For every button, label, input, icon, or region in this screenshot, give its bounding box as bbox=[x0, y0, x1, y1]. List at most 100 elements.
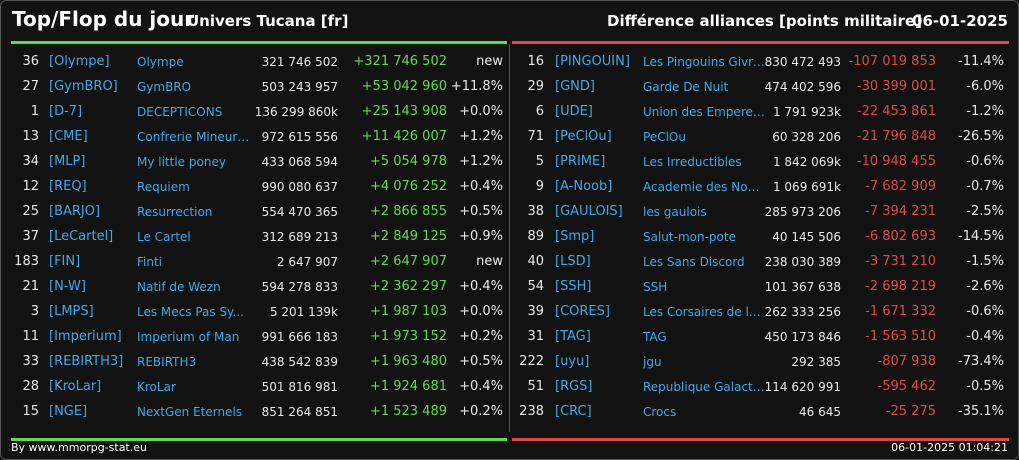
alliance-rank: 54 bbox=[527, 279, 544, 294]
ranking-type-title: Différence alliances [points militaire] bbox=[607, 12, 922, 30]
alliance-tag-link[interactable]: [Smp] bbox=[555, 229, 595, 244]
top-row: 13 [CME] Confrerie Mineurs ... 972 615 556 +… bbox=[11, 125, 507, 150]
alliance-name-link[interactable]: Requiem bbox=[137, 180, 190, 194]
alliance-points: 1 842 069k bbox=[772, 155, 841, 169]
alliance-name-link[interactable]: SSH bbox=[643, 280, 668, 294]
alliance-points: 2 647 907 bbox=[276, 255, 338, 269]
alliance-tag-link[interactable]: [KroLar] bbox=[49, 379, 102, 394]
alliance-points: 503 243 957 bbox=[261, 80, 338, 94]
alliance-name-link[interactable]: GymBRO bbox=[137, 80, 192, 94]
percent-change: -6.0% bbox=[966, 79, 1004, 94]
alliance-tag-link[interactable]: [D-7] bbox=[49, 104, 83, 119]
alliance-tag-link[interactable]: [PRIME] bbox=[555, 154, 606, 169]
alliance-name-link[interactable]: Les Mecs Pas Sy... bbox=[137, 305, 244, 319]
alliance-name-link[interactable]: Republique Galacti... bbox=[643, 380, 765, 394]
alliance-name-link[interactable]: Olympe bbox=[137, 55, 184, 69]
alliance-name-link[interactable]: jgu bbox=[643, 355, 662, 369]
flop-row: 40 [LSD] Les Sans Discord 238 030 389 -3 731… bbox=[512, 250, 1009, 275]
alliance-name-link[interactable]: Imperium of Man bbox=[137, 330, 240, 344]
alliance-name-link[interactable]: Les Pingouins Givre... bbox=[643, 55, 765, 69]
alliance-tag-link[interactable]: [GAULOIS] bbox=[555, 204, 623, 219]
top-row: 36 [Olympe] Olympe 321 746 502 +321 746 502 n… bbox=[11, 50, 507, 75]
percent-change: +0.4% bbox=[459, 379, 503, 394]
alliance-tag-link[interactable]: [TAG] bbox=[555, 329, 591, 344]
alliance-tag-link[interactable]: [LSD] bbox=[555, 254, 591, 269]
alliance-name-link[interactable]: Crocs bbox=[643, 405, 677, 419]
alliance-points: 438 542 839 bbox=[261, 355, 338, 369]
points-difference: -1 563 510 bbox=[865, 329, 936, 344]
alliance-name-link[interactable]: Union des Empereur... bbox=[643, 105, 765, 119]
alliance-tag-link[interactable]: [REQ] bbox=[49, 179, 87, 194]
alliance-name-link[interactable]: TAG bbox=[643, 330, 667, 344]
alliance-tag-link[interactable]: [LeCartel] bbox=[49, 229, 114, 244]
points-difference: -1 671 332 bbox=[865, 304, 936, 319]
alliance-tag-link[interactable]: [PINGOUIN] bbox=[555, 54, 630, 69]
alliance-rank: 27 bbox=[22, 79, 39, 94]
alliance-tag-link[interactable]: [BARJO] bbox=[49, 204, 101, 219]
alliance-name-link[interactable]: Academie des Noob... bbox=[643, 180, 765, 194]
alliance-points: 292 385 bbox=[791, 355, 841, 369]
alliance-tag-link[interactable]: [REBIRTH3] bbox=[49, 354, 124, 369]
alliance-tag-link[interactable]: [Olympe] bbox=[49, 54, 110, 69]
alliance-tag-link[interactable]: [Imperium] bbox=[49, 329, 122, 344]
alliance-points: 554 470 365 bbox=[261, 205, 338, 219]
points-difference: -6 802 693 bbox=[865, 229, 936, 244]
points-difference: -107 019 853 bbox=[848, 54, 936, 69]
flop-row: 222 [uyu] jgu 292 385 -807 938 -73.4% bbox=[512, 350, 1009, 375]
alliance-name-link[interactable]: DECEPTICONS bbox=[137, 105, 223, 119]
percent-change: +0.2% bbox=[459, 404, 503, 419]
alliance-tag-link[interactable]: [PeClOu] bbox=[555, 129, 612, 144]
alliance-tag-link[interactable]: [uyu] bbox=[555, 354, 590, 369]
percent-change: -0.5% bbox=[966, 379, 1004, 394]
alliance-points: 474 402 596 bbox=[764, 80, 841, 94]
alliance-tag-link[interactable]: [UDE] bbox=[555, 104, 593, 119]
points-difference: -807 938 bbox=[877, 354, 936, 369]
alliance-name-link[interactable]: Les Irreductibles bbox=[643, 155, 742, 169]
alliance-name-link[interactable]: Natif de Wezn bbox=[137, 280, 221, 294]
points-difference: -21 796 848 bbox=[856, 129, 936, 144]
alliance-points: 60 328 206 bbox=[772, 130, 841, 144]
percent-change: +0.4% bbox=[459, 179, 503, 194]
alliance-name-link[interactable]: Le Cartel bbox=[137, 230, 191, 244]
alliance-rank: 6 bbox=[535, 104, 544, 119]
alliance-tag-link[interactable]: [N-W] bbox=[49, 279, 86, 294]
alliance-name-link[interactable]: My little poney bbox=[137, 155, 226, 169]
alliance-tag-link[interactable]: [GymBRO] bbox=[49, 79, 118, 94]
alliance-name-link[interactable]: Les Corsaires de l_... bbox=[643, 305, 765, 319]
top-row: 1 [D-7] DECEPTICONS 136 299 860k +25 143 908… bbox=[11, 100, 507, 125]
header-date: 06-01-2025 bbox=[912, 12, 1008, 30]
points-difference: -30 399 001 bbox=[856, 79, 936, 94]
alliance-tag-link[interactable]: [CORES] bbox=[555, 304, 610, 319]
alliance-name-link[interactable]: NextGen Eternels bbox=[137, 405, 243, 419]
alliance-name-link[interactable]: Garde De Nuit bbox=[643, 80, 729, 94]
alliance-name-link[interactable]: Finti bbox=[137, 255, 163, 269]
alliance-name-link[interactable]: Resurrection bbox=[137, 205, 213, 219]
alliance-name-link[interactable]: Les Sans Discord bbox=[643, 255, 745, 269]
percent-change: +0.0% bbox=[459, 104, 503, 119]
alliance-tag-link[interactable]: [CME] bbox=[49, 129, 88, 144]
points-difference: -10 948 455 bbox=[856, 154, 936, 169]
alliance-points: 594 278 833 bbox=[261, 280, 338, 294]
page-title: Top/Flop du jour bbox=[12, 7, 195, 31]
alliance-name-link[interactable]: les gaulois bbox=[643, 205, 707, 219]
alliance-tag-link[interactable]: [RGS] bbox=[555, 379, 593, 394]
alliance-name-link[interactable]: KroLar bbox=[137, 380, 176, 394]
alliance-points: 5 201 139k bbox=[269, 305, 338, 319]
alliance-tag-link[interactable]: [FIN] bbox=[49, 254, 81, 269]
flop-row: 51 [RGS] Republique Galacti... 114 620 991 -… bbox=[512, 375, 1009, 400]
alliance-tag-link[interactable]: [SSH] bbox=[555, 279, 592, 294]
percent-change: -2.5% bbox=[966, 204, 1004, 219]
alliance-name-link[interactable]: PeClOu bbox=[643, 130, 686, 144]
alliance-name-link[interactable]: REBIRTH3 bbox=[137, 355, 197, 369]
alliance-rank: 183 bbox=[14, 254, 39, 269]
alliance-tag-link[interactable]: [LMPS] bbox=[49, 304, 94, 319]
alliance-tag-link[interactable]: [CRC] bbox=[555, 404, 592, 419]
alliance-tag-link[interactable]: [GND] bbox=[555, 79, 595, 94]
alliance-name-link[interactable]: Confrerie Mineurs ... bbox=[137, 130, 255, 144]
alliance-tag-link[interactable]: [NGE] bbox=[49, 404, 88, 419]
alliance-tag-link[interactable]: [A-Noob] bbox=[555, 179, 613, 194]
alliance-name-link[interactable]: Salut-mon-pote bbox=[643, 230, 736, 244]
alliance-points: 321 746 502 bbox=[261, 55, 338, 69]
alliance-rank: 16 bbox=[527, 54, 544, 69]
alliance-tag-link[interactable]: [MLP] bbox=[49, 154, 86, 169]
